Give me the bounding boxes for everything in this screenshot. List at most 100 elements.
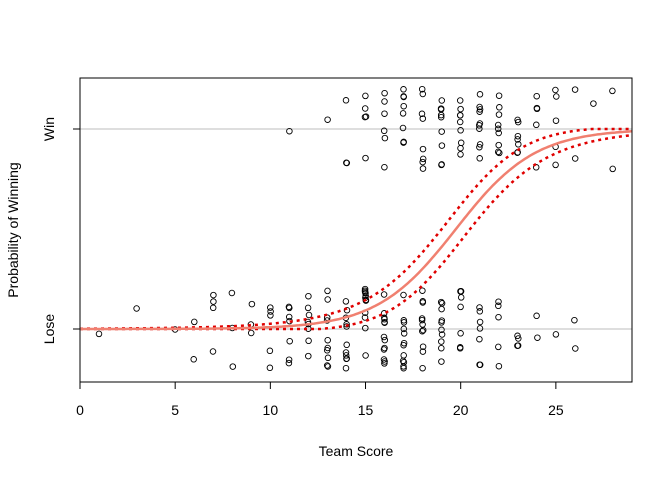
lose-point <box>514 332 521 340</box>
lose-point <box>476 304 483 311</box>
lose-point <box>476 325 484 332</box>
lose-point <box>552 331 560 338</box>
win-point <box>456 118 464 126</box>
win-point <box>437 113 445 121</box>
lose-point <box>400 317 408 324</box>
lose-point <box>495 313 502 321</box>
win-point <box>361 113 369 121</box>
lose-point <box>419 287 426 294</box>
lose-point <box>438 305 445 313</box>
lose-point <box>514 342 521 349</box>
win-point <box>571 86 579 93</box>
win-point <box>476 103 483 111</box>
lose-point <box>267 312 274 319</box>
lose-point <box>418 316 426 324</box>
win-point <box>590 100 597 107</box>
win-point <box>419 158 426 166</box>
lose-point <box>495 302 502 310</box>
win-point <box>514 132 522 140</box>
lose-point <box>324 344 331 352</box>
lose-point <box>343 355 350 362</box>
win-point <box>533 92 540 100</box>
lose-point <box>380 333 388 341</box>
lose-point <box>343 306 351 314</box>
lose-point <box>419 348 427 355</box>
win-point <box>457 144 464 152</box>
lose-point <box>400 341 407 349</box>
lose-point <box>438 331 446 338</box>
lose-point <box>457 288 465 295</box>
win-point <box>361 105 369 112</box>
lose-point <box>400 364 407 372</box>
win-point <box>514 136 521 143</box>
lose-point <box>191 318 198 326</box>
lose-point <box>305 337 312 345</box>
lose-point <box>571 316 578 324</box>
win-point <box>286 127 293 135</box>
lose-point <box>305 352 312 360</box>
win-point <box>476 125 483 132</box>
lose-point <box>438 326 445 334</box>
lose-point <box>266 347 274 355</box>
lose-point <box>228 289 236 297</box>
lose-point <box>343 323 350 330</box>
x-tick-label: 25 <box>548 402 564 418</box>
lose-point <box>419 299 427 306</box>
win-point <box>400 93 407 101</box>
win-point <box>475 122 483 129</box>
lose-point <box>324 287 331 295</box>
lose-point <box>362 289 369 297</box>
lose-point <box>534 334 541 341</box>
lose-point <box>190 356 197 363</box>
lose-point <box>380 291 388 298</box>
win-point <box>381 98 388 105</box>
win-point <box>495 111 503 118</box>
lose-point <box>533 312 540 320</box>
x-axis: 0 5 10 15 20 25 <box>76 382 564 418</box>
y-axis: Lose Win <box>41 117 80 344</box>
y-axis-label: Probability of Winning <box>5 162 21 297</box>
win-point <box>438 128 445 135</box>
win-point <box>419 145 427 153</box>
win-point <box>437 106 445 113</box>
win-point <box>552 86 559 94</box>
lose-point <box>133 305 140 312</box>
x-tick-label: 10 <box>263 402 279 418</box>
lose-point <box>285 356 293 363</box>
lose-point <box>229 363 237 370</box>
lose-point <box>209 348 217 355</box>
plot-frame <box>79 77 633 383</box>
win-point <box>381 89 388 97</box>
lose-point <box>324 336 331 344</box>
win-point <box>438 97 446 104</box>
lose-point <box>476 361 483 368</box>
lose-point <box>419 326 427 334</box>
lose-point <box>362 352 369 359</box>
lose-point <box>361 314 369 321</box>
lose-point <box>342 298 350 305</box>
win-point <box>419 155 427 163</box>
lose-point <box>457 303 464 311</box>
y-tick-label: Win <box>41 117 57 141</box>
win-point <box>609 87 616 95</box>
lose-point <box>419 364 426 372</box>
win-point <box>457 127 464 134</box>
lose-point <box>267 304 274 311</box>
win-point <box>514 118 522 126</box>
win-point <box>494 125 502 133</box>
lose-point <box>266 364 274 372</box>
lose-point <box>572 345 579 352</box>
win-point <box>495 129 502 137</box>
x-tick-label: 0 <box>76 402 84 418</box>
lose-point <box>381 358 388 365</box>
win-point <box>380 127 388 135</box>
lose-point <box>400 319 408 326</box>
win-point <box>438 161 445 168</box>
lose-point <box>267 308 274 315</box>
lose-point <box>419 327 426 335</box>
win-point <box>457 105 464 113</box>
lose-point <box>248 300 256 308</box>
lose-point <box>495 298 502 305</box>
